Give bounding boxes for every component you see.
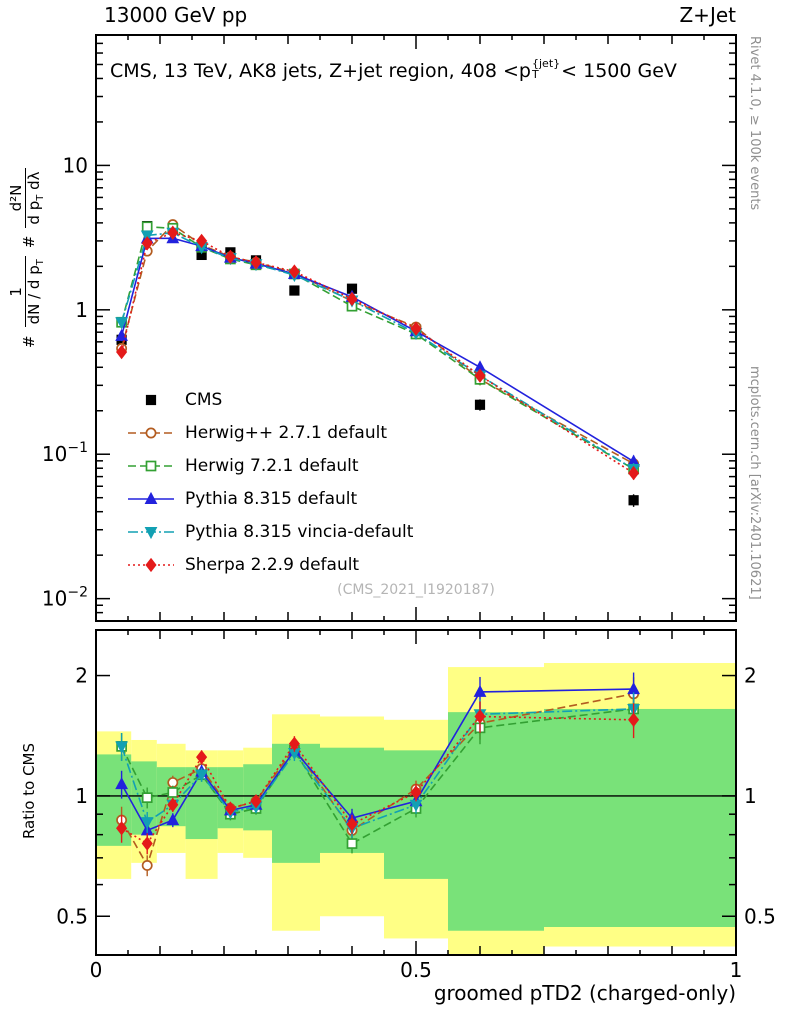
y-tick-label: 1 xyxy=(75,298,88,322)
legend-marker-herwig-2-7-1-default xyxy=(128,427,174,438)
legend-marker-pythia-8-315-vincia-default xyxy=(128,526,174,539)
header-process: Z+Jet xyxy=(679,3,736,27)
x-tick-label: 0.5 xyxy=(400,958,432,982)
ylabel-hash-2: # xyxy=(19,235,38,249)
fraction2-numerator: d²N xyxy=(7,184,25,212)
fraction1-denominator: dN / d pT xyxy=(25,256,49,328)
rivet-version-note: Rivet 4.1.0, ≥ 100k events xyxy=(747,36,762,211)
legend-item-pythia-8-315-vincia-default: Pythia 8.315 vincia-default xyxy=(126,515,413,548)
y-axis-title-ratio: Ratio to CMS xyxy=(20,742,38,840)
legend-item-herwig-2-7-1-default: Herwig++ 2.7.1 default xyxy=(126,416,413,449)
pt-superscript: {jet} xyxy=(532,57,561,70)
legend-label-cms: CMS xyxy=(185,389,223,410)
ratio-y-tick-label-left: 2 xyxy=(75,664,88,688)
header-beam-energy: 13000 GeV pp xyxy=(104,3,248,27)
legend: CMS Herwig++ 2.7.1 default Herwig 7.2.1 de… xyxy=(126,383,413,581)
panel-title-prefix: CMS, 13 TeV, AK8 jets, Z+jet region, 408… xyxy=(110,60,531,82)
green-uncertainty-band xyxy=(96,754,132,846)
ratio-y-tick-label-left: 0.5 xyxy=(56,904,88,928)
ylabel-fraction-2: d²N d pT dλ xyxy=(7,168,49,228)
pt-jet-notation: {jet} T xyxy=(532,58,560,80)
legend-item-herwig-7-2-1-default: Herwig 7.2.1 default xyxy=(126,449,413,482)
axis-ticks xyxy=(95,34,737,956)
legend-item-cms: CMS xyxy=(126,383,413,416)
ratio-y-tick-label-right: 0.5 xyxy=(744,904,776,928)
legend-item-pythia-8-315-default: Pythia 8.315 default xyxy=(126,482,413,515)
panel-title: CMS, 13 TeV, AK8 jets, Z+jet region, 408… xyxy=(110,58,677,82)
green-uncertainty-band xyxy=(272,743,320,863)
legend-marker-sherpa-2-2-9-default xyxy=(128,557,174,572)
y-tick-label: 10 xyxy=(63,153,88,177)
pt-subscript: T xyxy=(532,68,539,81)
y-tick-label: 10−1 xyxy=(42,440,88,466)
legend-label-herwig-2-7-1-default: Herwig++ 2.7.1 default xyxy=(185,422,388,443)
legend-item-sherpa-2-2-9-default: Sherpa 2.2.9 default xyxy=(126,548,413,581)
y-tick-label: 10−2 xyxy=(42,585,88,611)
y-axis-title-main: # 1 dN / d pT # d²N d pT dλ xyxy=(7,33,49,348)
panel-title-suffix: < 1500 GeV xyxy=(561,60,677,82)
legend-marker-herwig-7-2-1-default xyxy=(128,460,174,471)
green-uncertainty-band xyxy=(448,712,544,931)
ratio-y-tick-label-right: 2 xyxy=(744,664,757,688)
mcplots-arxiv-note: mcplots.cern.ch [arXiv:2401.10621] xyxy=(747,366,762,600)
legend-label-herwig-7-2-1-default: Herwig 7.2.1 default xyxy=(185,455,359,476)
legend-label-pythia-8-315-default: Pythia 8.315 default xyxy=(185,488,358,509)
ylabel-fraction-1: 1 dN / d pT xyxy=(7,256,49,328)
legend-label-pythia-8-315-vincia-default: Pythia 8.315 vincia-default xyxy=(185,521,414,542)
legend-marker-cms xyxy=(145,394,157,405)
ratio-y-tick-label-left: 1 xyxy=(75,784,88,808)
series-main-sherpa-2-2-9-default xyxy=(116,225,640,481)
x-axis-title: groomed pTD2 (charged-only) xyxy=(433,981,736,1005)
fraction1-numerator: 1 xyxy=(7,287,25,297)
x-tick-label: 1 xyxy=(730,958,743,982)
legend-label-sherpa-2-2-9-default: Sherpa 2.2.9 default xyxy=(185,554,360,575)
series-ratio-sherpa-2-2-9-default xyxy=(116,701,640,855)
analysis-id-watermark: (CMS_2021_I1920187) xyxy=(337,582,495,598)
ratio-y-tick-label-right: 1 xyxy=(744,784,757,808)
green-uncertainty-band xyxy=(544,708,736,927)
fraction2-denominator: d pT dλ xyxy=(25,168,49,228)
ylabel-hash-1: # xyxy=(19,335,38,348)
x-tick-label: 0 xyxy=(90,958,103,982)
legend-marker-pythia-8-315-default xyxy=(128,491,174,504)
